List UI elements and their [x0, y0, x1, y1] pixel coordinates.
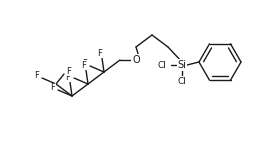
Text: Cl: Cl	[158, 60, 166, 70]
Text: F: F	[67, 67, 71, 75]
Text: Si: Si	[178, 60, 187, 70]
Text: O: O	[132, 55, 140, 65]
Text: F: F	[66, 72, 70, 81]
Text: F: F	[67, 71, 71, 81]
Text: F: F	[51, 83, 55, 92]
Text: F: F	[98, 49, 102, 58]
Text: F: F	[35, 71, 39, 81]
Text: Cl: Cl	[178, 78, 187, 86]
Text: F: F	[83, 60, 87, 69]
Text: F: F	[82, 60, 86, 70]
